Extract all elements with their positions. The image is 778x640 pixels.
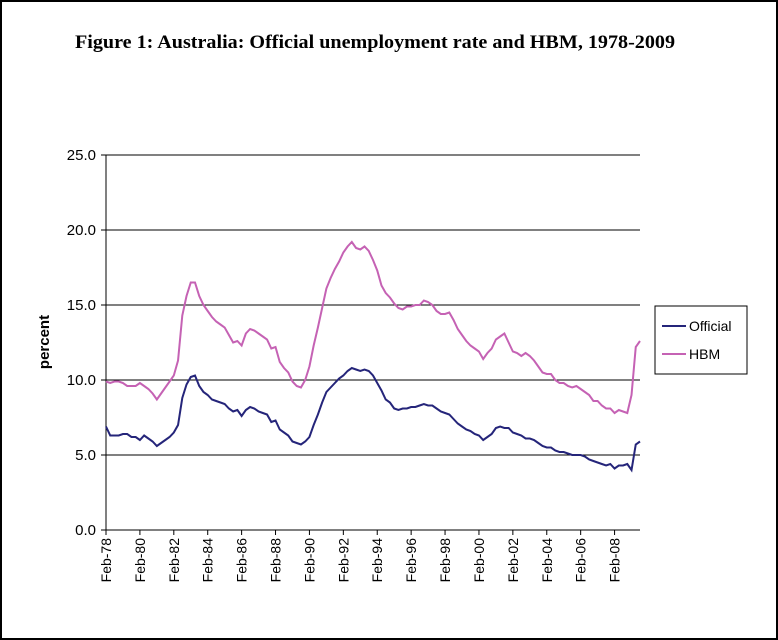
x-tick-label: Feb-88	[268, 538, 284, 583]
x-tick-label: Feb-84	[200, 538, 216, 583]
y-tick-label: 15.0	[67, 297, 96, 314]
y-tick-label: 20.0	[67, 222, 96, 239]
x-tick-label: Feb-08	[607, 538, 623, 583]
y-tick-label: 10.0	[67, 372, 96, 389]
x-tick-label: Feb-96	[403, 538, 419, 583]
y-tick-label: 25.0	[67, 147, 96, 164]
x-tick-label: Feb-06	[573, 538, 589, 583]
y-tick-label: 0.0	[75, 522, 96, 539]
x-tick-label: Feb-98	[437, 538, 453, 583]
legend	[654, 305, 748, 375]
x-tick-label: Feb-86	[234, 538, 250, 583]
x-tick-label: Feb-02	[505, 538, 521, 583]
x-tick-label: Feb-82	[166, 538, 182, 583]
y-axis-label: percent	[36, 315, 53, 369]
legend-label: HBM	[689, 346, 720, 362]
legend-label: Official	[689, 318, 732, 334]
x-tick-label: Feb-90	[301, 538, 317, 583]
x-tick-label: Feb-04	[539, 538, 555, 583]
x-tick-label: Feb-78	[98, 538, 114, 583]
chart-title: Figure 1: Australia: Official unemployme…	[75, 32, 675, 53]
x-tick-label: Feb-94	[369, 538, 385, 583]
x-tick-label: Feb-80	[132, 538, 148, 583]
x-tick-label: Feb-92	[335, 538, 351, 583]
series-line	[105, 240, 641, 415]
series-line	[105, 366, 641, 473]
y-tick-label: 5.0	[75, 447, 96, 464]
x-tick-label: Feb-00	[471, 538, 487, 583]
